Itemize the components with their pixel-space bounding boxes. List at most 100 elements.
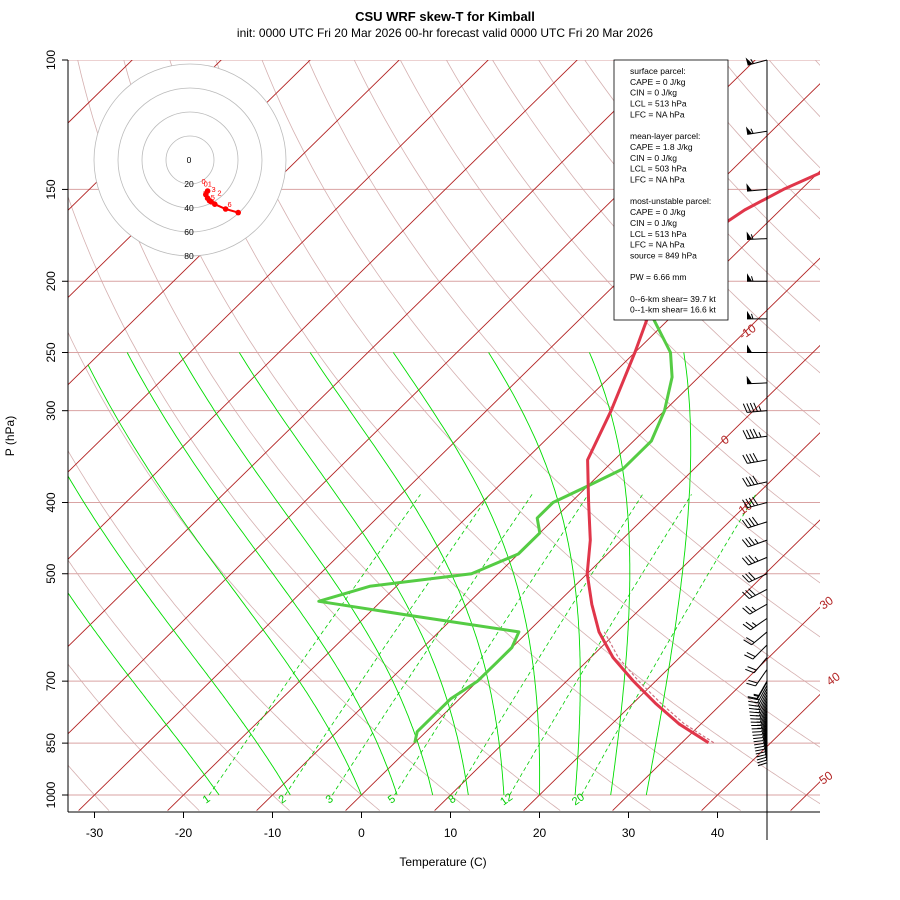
y-tick-label: 850	[44, 733, 58, 753]
wind-barbs	[741, 57, 768, 767]
dry-adiabat	[68, 449, 380, 811]
wind-barb	[745, 126, 768, 135]
wind-barb-full	[753, 737, 763, 740]
y-tick-label: 400	[44, 492, 58, 512]
y-axis-label: P (hPa)	[3, 416, 17, 456]
x-axis-label: Temperature (C)	[399, 855, 486, 869]
wind-barb-half	[753, 693, 759, 696]
y-axis-ticks: 100 150 200 250 300 400 500 700 850 1000	[44, 50, 68, 808]
wind-barb-full	[742, 591, 750, 599]
moist-adiabat	[588, 352, 631, 796]
info-box-line: LFC = NA hPa	[630, 240, 685, 250]
wind-barb	[747, 680, 768, 699]
hodograph-ring-label: 60	[184, 227, 194, 237]
info-box-line: 0--6-km shear= 39.7 kt	[630, 294, 716, 304]
isotherm-line	[68, 60, 667, 648]
isotherm-line	[523, 519, 820, 811]
dewpoint-trace	[317, 247, 674, 744]
dry-adiabat	[846, 44, 900, 811]
isotherm-label: 30	[817, 593, 836, 612]
info-box-line: most-unstable parcel:	[630, 196, 711, 206]
wind-barb	[741, 516, 768, 529]
wind-barb-full	[752, 452, 759, 462]
info-box-frame	[613, 59, 729, 321]
wind-barb-full	[742, 623, 751, 631]
isotherm-line	[701, 693, 820, 811]
dry-adiabat	[768, 60, 820, 118]
wind-barb-full	[749, 711, 759, 714]
moist-adiabat	[68, 592, 220, 796]
wind-barb-full	[748, 517, 756, 527]
wind-barb-pennant	[746, 375, 753, 384]
isotherm-line	[68, 60, 400, 386]
wind-barb-full	[748, 679, 758, 684]
chart-title: CSU WRF skew-T for Kimball	[355, 9, 535, 24]
dry-adiabat	[261, 60, 820, 693]
info-box-line: LFC = NA hPa	[630, 175, 685, 185]
wind-barb-full	[752, 731, 762, 733]
x-tick-label: 10	[444, 826, 458, 840]
wind-barb	[742, 452, 768, 464]
info-box-line: CIN = 0 J/kg	[630, 218, 677, 228]
wind-barb-full	[749, 453, 755, 463]
mixing-ratio-label: 3	[324, 793, 336, 806]
wind-barb	[744, 644, 768, 660]
wind-barb-half	[751, 276, 754, 282]
mixing-ratio-label: 20	[570, 791, 587, 808]
mixing-ratio-label: 1	[201, 793, 213, 806]
dry-adiabat	[123, 60, 741, 811]
wind-barb-full	[750, 721, 761, 723]
wind-barb-full	[755, 751, 766, 755]
wind-barb-full	[746, 429, 752, 439]
wind-barb-pennant	[746, 231, 753, 240]
wind-barb-shaft	[762, 720, 768, 741]
wind-barb	[746, 183, 768, 192]
wind-barb-full	[745, 454, 752, 463]
wind-barb	[742, 428, 768, 440]
info-box-line: mean-layer parcel:	[630, 131, 700, 141]
hodograph-ring	[117, 87, 263, 233]
wind-barb-full	[741, 557, 749, 566]
isotherm-line	[256, 257, 820, 811]
isotherm-line	[167, 170, 820, 811]
wind-barb	[742, 588, 768, 599]
wind-barb-full	[751, 516, 759, 526]
x-tick-label: 30	[622, 826, 636, 840]
wind-barb-shaft	[746, 382, 768, 385]
wind-barb-shaft	[761, 715, 768, 735]
moist-adiabat	[392, 352, 541, 795]
dry-adiabat	[307, 60, 820, 638]
wind-barb-half	[754, 538, 759, 544]
wind-barb-full	[742, 607, 751, 615]
hodograph-ring-label: 80	[184, 251, 194, 261]
chart-subtitle: init: 0000 UTC Fri 20 Mar 2026 00-hr for…	[237, 26, 654, 40]
dry-adiabat	[538, 60, 820, 374]
wind-barb-full	[742, 477, 748, 487]
hodograph-point-label: 0	[202, 177, 206, 186]
mixing-ratio-line	[581, 494, 757, 796]
wind-barb-shaft	[763, 723, 768, 744]
dry-adiabat	[68, 195, 561, 811]
hodograph-ring	[165, 135, 215, 185]
y-tick-label: 1000	[44, 781, 58, 808]
wind-barb-full	[747, 697, 758, 700]
wind-barb-shaft	[762, 718, 768, 738]
dry-adiabat	[445, 60, 820, 478]
hodograph-point-label: 6	[228, 200, 232, 209]
moist-adiabat	[488, 352, 581, 796]
wind-barb-half	[758, 432, 762, 438]
wind-barb-shaft	[747, 59, 768, 66]
wind-barb-full	[752, 475, 759, 485]
isotherm-label: 50	[816, 768, 835, 787]
wind-barb	[742, 617, 768, 631]
wind-barb-full	[743, 639, 752, 646]
wind-barb-full	[745, 573, 753, 582]
isotherm-line	[68, 60, 489, 473]
temperature-trace	[585, 171, 820, 744]
isotherm-label: 40	[824, 669, 843, 688]
wind-barb-full	[745, 538, 752, 547]
x-tick-label: 40	[711, 826, 725, 840]
wind-barb-full	[746, 682, 756, 687]
